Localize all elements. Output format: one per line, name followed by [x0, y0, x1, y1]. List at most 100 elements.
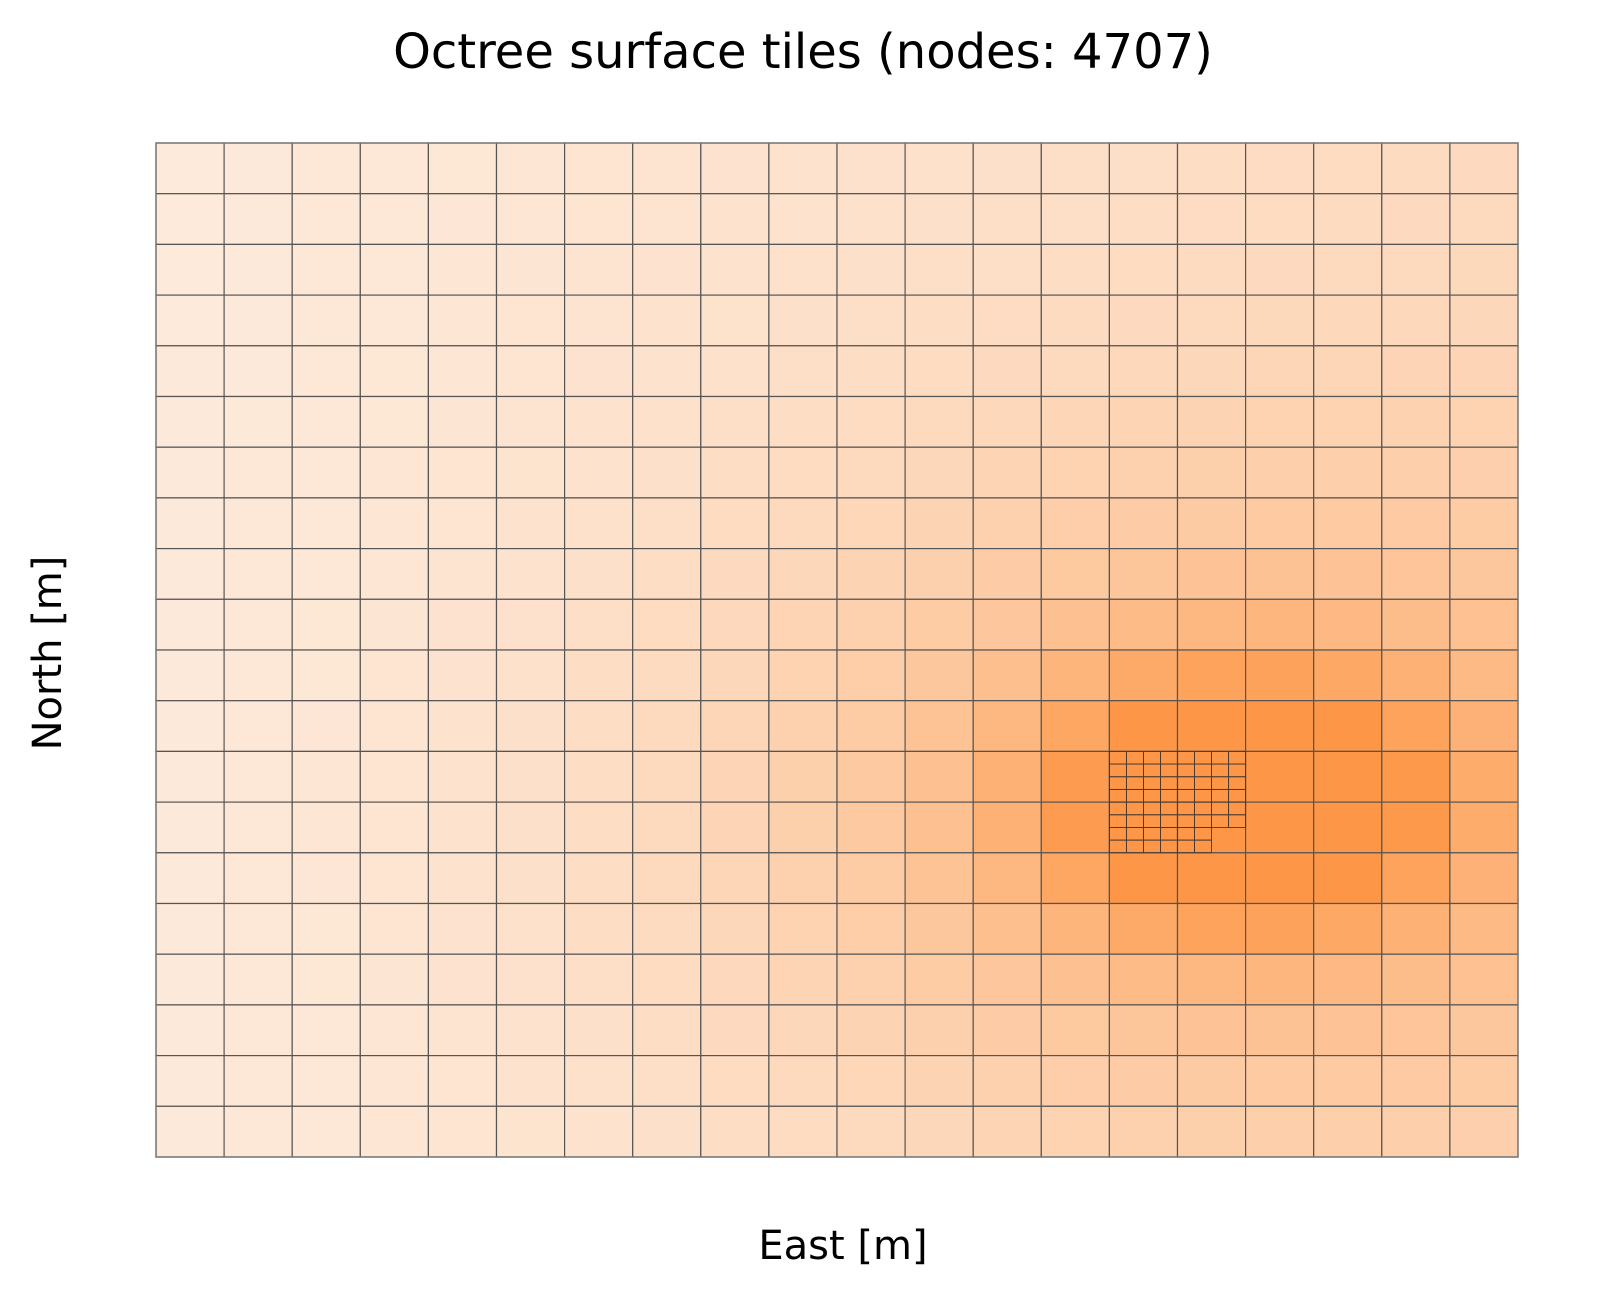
- tile-cell: [1040, 547, 1111, 600]
- tile-cell: [768, 345, 838, 398]
- tile-cell: [427, 598, 498, 651]
- tile-cell: [972, 598, 1042, 651]
- tile-cell: [1040, 497, 1111, 550]
- tile-cell: [223, 1105, 293, 1158]
- tile-cell: [223, 649, 293, 702]
- tile-cell: [1040, 902, 1111, 955]
- tile-cell: [427, 801, 498, 854]
- tile-cell: [1381, 750, 1451, 803]
- tile-cell: [155, 345, 225, 398]
- tile-cell: [427, 497, 498, 550]
- tile-cell: [563, 1105, 634, 1158]
- tile-cell: [700, 649, 770, 702]
- tile-cell: [563, 801, 634, 854]
- tile-cell: [836, 953, 906, 1006]
- tile-cell: [291, 953, 361, 1006]
- tile-cell: [768, 395, 838, 448]
- tile-cell: [359, 243, 429, 296]
- tile-cell: [1381, 649, 1451, 702]
- tile-cell: [972, 1004, 1042, 1057]
- tile-cell: [1244, 953, 1315, 1006]
- tile-cell: [632, 700, 702, 753]
- tile-cell: [427, 294, 498, 347]
- tile-cell: [1449, 801, 1519, 854]
- tile-cell: [223, 345, 293, 398]
- tile-cell: [632, 1004, 702, 1057]
- tile-cell: [1040, 193, 1111, 245]
- tile-cell: [495, 497, 566, 550]
- tile-cell: [700, 902, 770, 955]
- tile-cell: [632, 598, 702, 651]
- tile-cell: [427, 446, 498, 499]
- tile-cell: [427, 395, 498, 448]
- tile-cell: [359, 294, 429, 347]
- tile-cell: [1313, 547, 1383, 600]
- tile-cell: [1040, 294, 1111, 347]
- tile-cell: [427, 142, 498, 195]
- tile-cell: [904, 852, 974, 905]
- tile-cell: [427, 1054, 498, 1107]
- tile-cell: [1108, 598, 1179, 651]
- chart-title: Octree surface tiles (nodes: 4707): [393, 24, 1213, 80]
- tile-cell: [291, 395, 361, 448]
- tile-cell: [291, 649, 361, 702]
- tile-cell: [768, 243, 838, 296]
- tile-cell: [291, 801, 361, 854]
- tile-cell: [1449, 852, 1519, 905]
- tile-cell: [1108, 345, 1179, 398]
- tile-cell: [1381, 193, 1451, 245]
- tile-cell: [1449, 294, 1519, 347]
- tile-cell: [700, 598, 770, 651]
- tile-cell: [155, 243, 225, 296]
- tile-cell: [904, 193, 974, 245]
- tile-cell: [359, 598, 429, 651]
- tile-cell: [700, 294, 770, 347]
- tile-cell: [223, 294, 293, 347]
- tile-cell: [155, 142, 225, 195]
- tile-cell: [1244, 700, 1315, 753]
- tile-cell: [1040, 598, 1111, 651]
- tile-cell: [223, 598, 293, 651]
- tile-cell: [1244, 345, 1315, 398]
- tile-cell: [1313, 193, 1383, 245]
- tile-cell: [563, 395, 634, 448]
- tile-cell: [972, 750, 1042, 803]
- tile-cell: [1244, 294, 1315, 347]
- tile-cell: [1381, 395, 1451, 448]
- tile-cell: [632, 345, 702, 398]
- tile-cell: [836, 294, 906, 347]
- tile-cell: [972, 446, 1042, 499]
- tile-cell: [1108, 294, 1179, 347]
- tile-cell: [563, 598, 634, 651]
- tile-cell: [1108, 142, 1179, 195]
- tile-cell: [1381, 852, 1451, 905]
- tile-cell: [359, 649, 429, 702]
- tile-cell: [768, 547, 838, 600]
- tile-cell: [904, 750, 974, 803]
- tile-cell: [155, 801, 225, 854]
- tile-cell: [1108, 243, 1179, 296]
- tile-cell: [836, 497, 906, 550]
- tile-cell: [563, 852, 634, 905]
- tile-cell: [1381, 1054, 1451, 1107]
- tile-cell: [700, 700, 770, 753]
- tile-cell: [768, 294, 838, 347]
- tile-cell: [1108, 649, 1179, 702]
- tile-cell: [700, 953, 770, 1006]
- tile-cell: [223, 446, 293, 499]
- tile-cell: [495, 801, 566, 854]
- tile-cell: [1449, 1105, 1519, 1158]
- tile-cell: [1040, 1004, 1111, 1057]
- tile-cell: [223, 852, 293, 905]
- tile-cell: [1040, 345, 1111, 398]
- tile-cell: [972, 243, 1042, 296]
- tile-cell: [223, 243, 293, 296]
- tile-cell: [1040, 395, 1111, 448]
- tile-cell: [1449, 142, 1519, 195]
- tile-cell: [700, 497, 770, 550]
- tile-cell: [495, 953, 566, 1006]
- tile-cell: [155, 598, 225, 651]
- tile-cell: [291, 598, 361, 651]
- tile-cell: [223, 395, 293, 448]
- tile-cell: [155, 902, 225, 955]
